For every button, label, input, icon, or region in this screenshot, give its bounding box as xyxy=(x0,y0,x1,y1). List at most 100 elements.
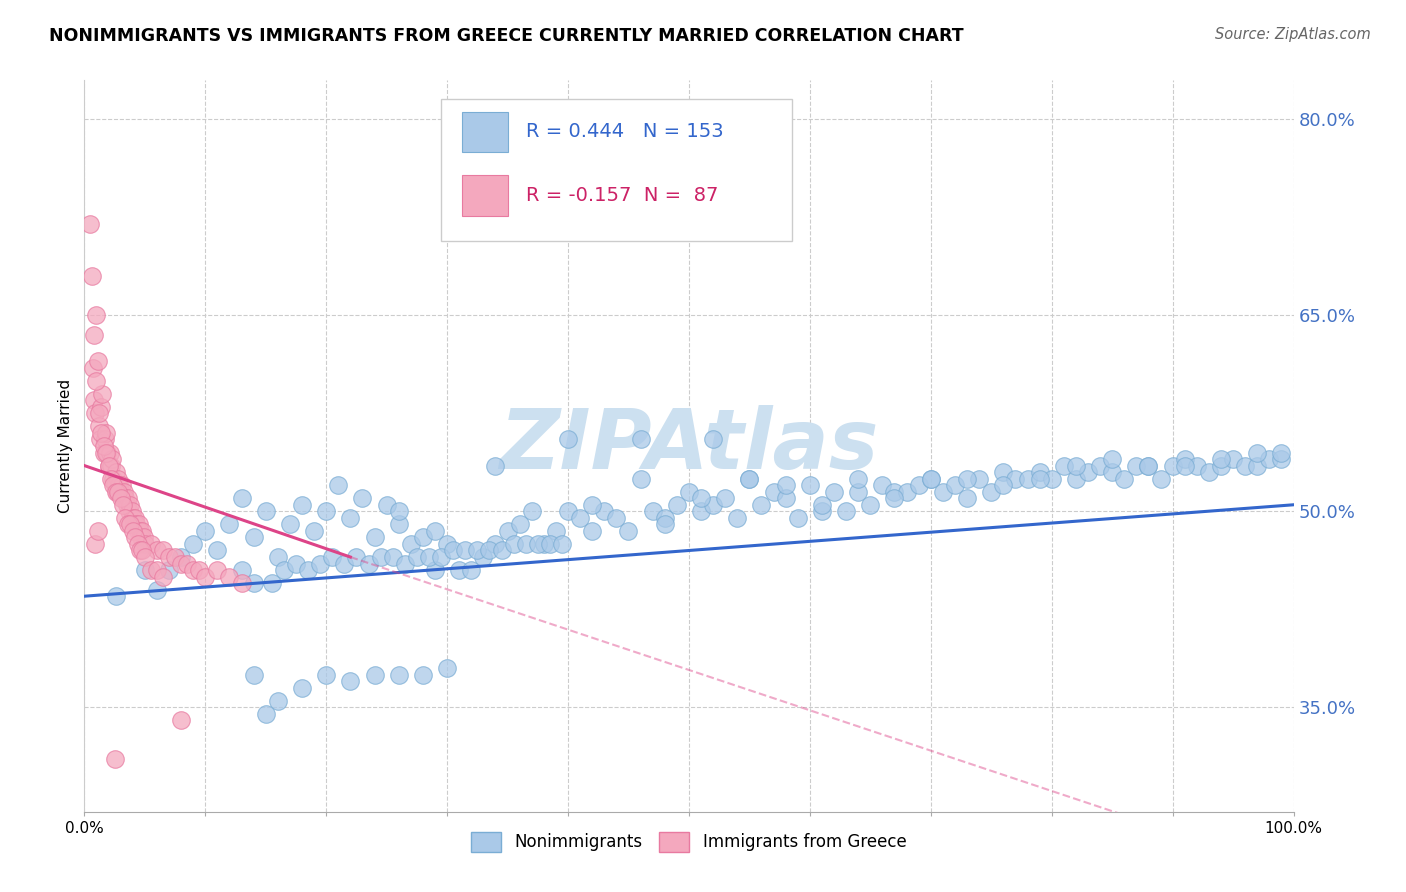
Point xyxy=(654,511,676,525)
Point xyxy=(1017,472,1039,486)
Point xyxy=(533,537,555,551)
Point xyxy=(1209,458,1232,473)
Point xyxy=(84,406,107,420)
Point xyxy=(302,524,325,538)
Point xyxy=(1028,472,1050,486)
Point xyxy=(86,309,108,323)
Point xyxy=(557,433,579,447)
Point xyxy=(127,524,149,538)
Point xyxy=(1174,458,1197,473)
Point xyxy=(129,543,152,558)
Point xyxy=(654,517,676,532)
Point xyxy=(872,478,894,492)
Point xyxy=(690,491,713,506)
Point xyxy=(883,484,905,499)
Point xyxy=(835,504,858,518)
Point xyxy=(1101,452,1123,467)
Point xyxy=(1198,465,1220,479)
Point xyxy=(207,563,229,577)
Point xyxy=(115,498,138,512)
Point xyxy=(412,667,434,681)
Point xyxy=(188,563,211,577)
Point xyxy=(112,484,135,499)
Point xyxy=(94,433,117,447)
Point xyxy=(94,425,117,440)
Point xyxy=(399,537,422,551)
Point xyxy=(242,667,264,681)
Point xyxy=(956,491,979,506)
Point xyxy=(125,517,148,532)
Text: Source: ZipAtlas.com: Source: ZipAtlas.com xyxy=(1215,27,1371,42)
Point xyxy=(496,524,519,538)
Point xyxy=(454,543,477,558)
Point xyxy=(551,537,574,551)
Point xyxy=(139,537,162,551)
Point xyxy=(1161,458,1184,473)
Point xyxy=(1101,465,1123,479)
Point xyxy=(86,354,108,368)
Text: R = -0.157  N =  87: R = -0.157 N = 87 xyxy=(526,186,718,205)
Point xyxy=(120,517,142,532)
Point xyxy=(484,537,506,551)
Point xyxy=(108,478,131,492)
Point xyxy=(846,484,869,499)
Point xyxy=(84,537,107,551)
Point xyxy=(388,504,411,518)
Point xyxy=(527,537,550,551)
Point xyxy=(1053,458,1076,473)
Point xyxy=(363,530,385,544)
Point xyxy=(104,484,127,499)
Point xyxy=(751,498,773,512)
Point xyxy=(370,549,392,564)
Point xyxy=(152,569,174,583)
Point xyxy=(328,478,350,492)
Point xyxy=(581,498,603,512)
Point xyxy=(1185,458,1208,473)
Point xyxy=(129,530,152,544)
Point xyxy=(129,524,152,538)
Point xyxy=(1258,452,1281,467)
Point xyxy=(120,498,142,512)
Point xyxy=(423,524,446,538)
Point xyxy=(980,484,1002,499)
Point xyxy=(823,484,845,499)
Point xyxy=(520,504,543,518)
Point xyxy=(131,543,153,558)
Point xyxy=(121,511,143,525)
Point xyxy=(641,504,664,518)
Point xyxy=(1114,472,1136,486)
Point xyxy=(87,406,110,420)
Point xyxy=(93,439,115,453)
Point xyxy=(273,563,295,577)
Point xyxy=(315,504,337,518)
Point xyxy=(1270,445,1292,459)
Point xyxy=(309,557,332,571)
Point xyxy=(956,472,979,486)
Point xyxy=(254,706,277,721)
Point xyxy=(339,674,361,689)
Point xyxy=(775,491,797,506)
Point xyxy=(231,491,253,506)
Point xyxy=(339,511,361,525)
Point xyxy=(103,478,125,492)
Point xyxy=(82,360,104,375)
Point xyxy=(114,491,136,506)
Point xyxy=(352,491,374,506)
Point xyxy=(176,557,198,571)
Point xyxy=(920,472,942,486)
Point xyxy=(388,667,411,681)
Point xyxy=(423,563,446,577)
Point xyxy=(363,667,385,681)
Point xyxy=(762,484,785,499)
Point xyxy=(967,472,990,486)
Point xyxy=(412,530,434,544)
Point xyxy=(121,504,143,518)
Point xyxy=(943,478,966,492)
Point xyxy=(146,582,169,597)
Point xyxy=(883,491,905,506)
Point xyxy=(786,511,808,525)
Point xyxy=(157,563,180,577)
Point xyxy=(80,269,103,284)
Point xyxy=(846,472,869,486)
Point xyxy=(1137,458,1160,473)
